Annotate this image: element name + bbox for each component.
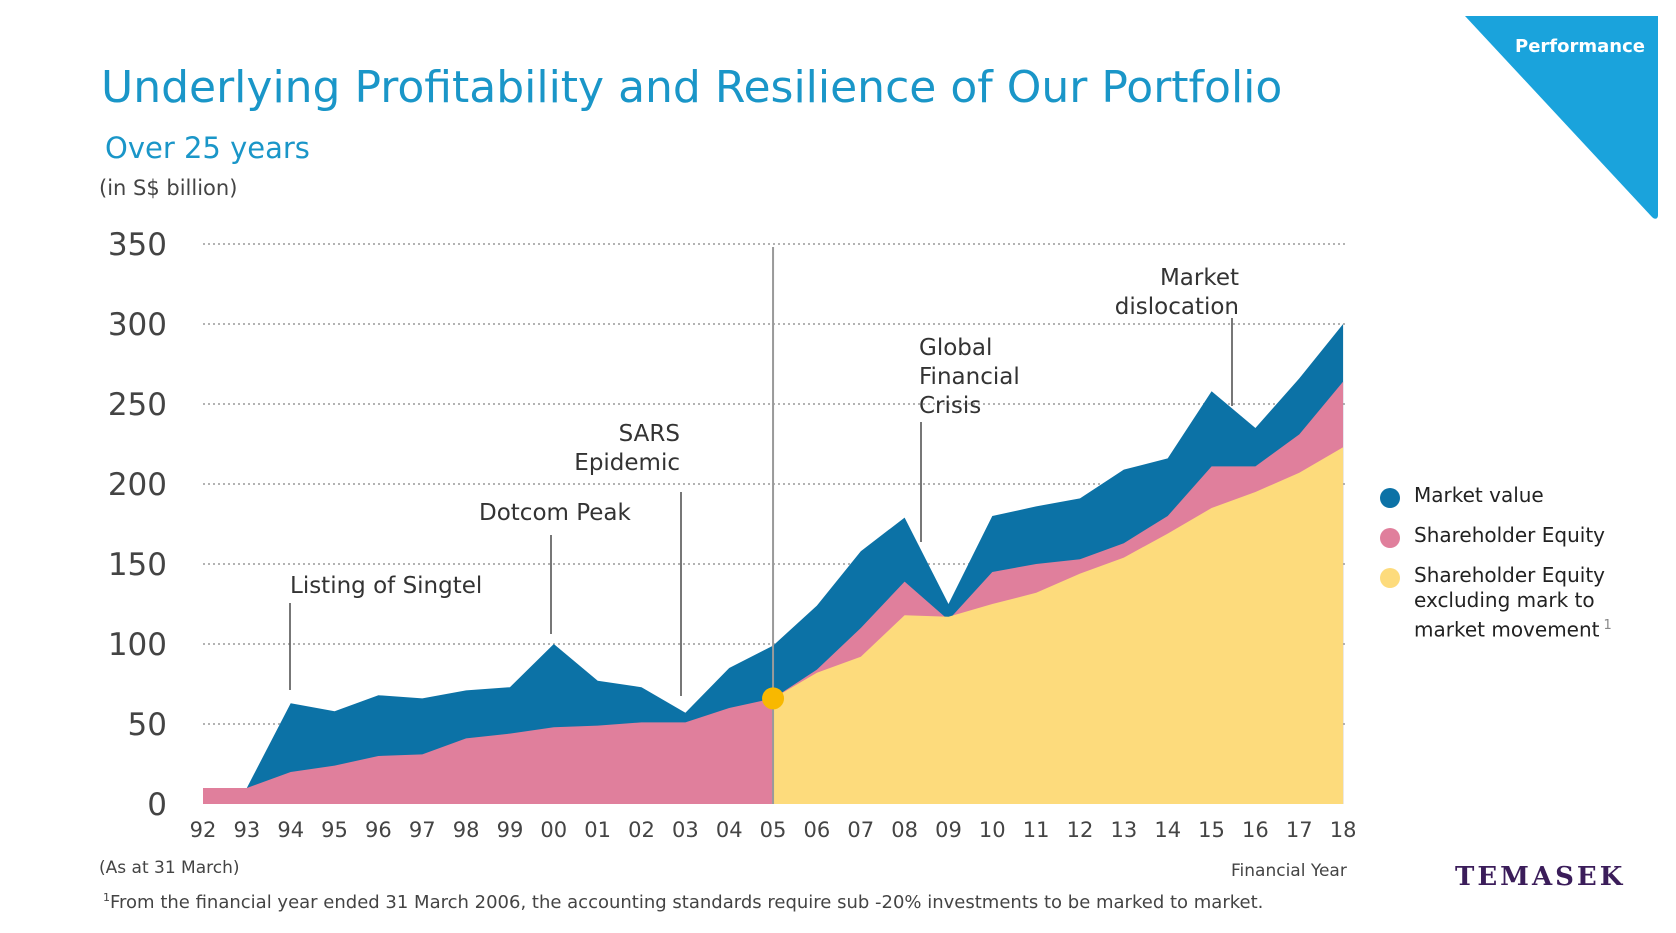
y-tick-label: 100: [108, 627, 167, 663]
legend-swatch: [1380, 568, 1400, 588]
series-area-equity-ex-mtm: [773, 447, 1344, 804]
legend-label: Market value: [1414, 483, 1544, 507]
annotation-text: Global: [919, 335, 992, 361]
x-axis-title: Financial Year: [1231, 861, 1347, 881]
footnote-mark: 1: [103, 891, 110, 904]
annotation-text: Financial: [919, 364, 1020, 390]
chart-legend: Market value Shareholder Equity Sharehol…: [1380, 483, 1660, 658]
page-title: Underlying Profitability and Resilience …: [101, 62, 1283, 113]
footnote: 1From the financial year ended 31 March …: [103, 891, 1263, 913]
x-tick-label: 98: [453, 818, 480, 842]
annotation-text: Market: [1160, 265, 1239, 291]
x-tick-label: 94: [277, 818, 304, 842]
legend-item-equity-ex-mtm: Shareholder Equity excluding mark to mar…: [1380, 563, 1660, 643]
x-tick-label: 07: [847, 818, 874, 842]
x-tick-label: 15: [1198, 818, 1225, 842]
x-tick-label: 16: [1242, 818, 1269, 842]
annotation-text: Epidemic: [574, 450, 680, 476]
x-tick-label: 12: [1067, 818, 1094, 842]
x-tick-label: 13: [1110, 818, 1137, 842]
x-tick-label: 09: [935, 818, 962, 842]
page-subtitle: Over 25 years: [105, 131, 310, 165]
y-tick-label: 250: [108, 387, 167, 423]
x-tick-label: 18: [1330, 818, 1357, 842]
y-tick-label: 50: [128, 707, 167, 743]
x-tick-label: 10: [979, 818, 1006, 842]
x-tick-label: 96: [365, 818, 392, 842]
x-tick-label: 95: [321, 818, 348, 842]
x-tick-label: 03: [672, 818, 699, 842]
y-tick-label: 300: [108, 307, 167, 343]
legend-item-shareholder-equity: Shareholder Equity: [1380, 523, 1660, 548]
annotation-text: dislocation: [1115, 294, 1239, 320]
legend-swatch: [1380, 528, 1400, 548]
y-tick-label: 350: [108, 227, 167, 263]
x-tick-label: 06: [804, 818, 831, 842]
annotation-text: Dotcom Peak: [479, 500, 632, 526]
legend-swatch: [1380, 488, 1400, 508]
x-tick-label: 04: [716, 818, 743, 842]
x-tick-label: 08: [891, 818, 918, 842]
x-tick-label: 93: [233, 818, 260, 842]
annotation-text: Listing of Singtel: [290, 573, 482, 599]
x-tick-label: 97: [409, 818, 436, 842]
legend-label: Shareholder Equity excluding mark to mar…: [1414, 563, 1606, 642]
x-tick-label: 92: [190, 818, 217, 842]
x-tick-label: 11: [1023, 818, 1050, 842]
x-tick-label: 02: [628, 818, 655, 842]
x-tick-label: 01: [584, 818, 611, 842]
x-tick-label: 00: [540, 818, 567, 842]
temasek-logo: TEMASEK: [1455, 862, 1626, 892]
annotation-text: SARS: [619, 421, 680, 447]
x-tick-label: 17: [1286, 818, 1313, 842]
as-at-note: (As at 31 March): [99, 858, 240, 878]
x-tick-label: 99: [497, 818, 524, 842]
x-tick-label: 14: [1154, 818, 1181, 842]
footnote-text: From the financial year ended 31 March 2…: [110, 892, 1264, 913]
legend-footnote-mark: 1: [1603, 618, 1612, 633]
unit-label: (in S$ billion): [99, 176, 238, 200]
x-tick-label: 05: [760, 818, 787, 842]
section-label: Performance: [1515, 36, 1645, 57]
y-tick-label: 0: [147, 787, 167, 823]
annotation-text: Crisis: [919, 393, 981, 419]
transition-marker: [762, 687, 785, 710]
legend-label: Shareholder Equity: [1414, 523, 1606, 547]
y-tick-label: 200: [108, 467, 167, 503]
legend-item-market-value: Market value: [1380, 483, 1660, 508]
y-tick-label: 150: [108, 547, 167, 583]
